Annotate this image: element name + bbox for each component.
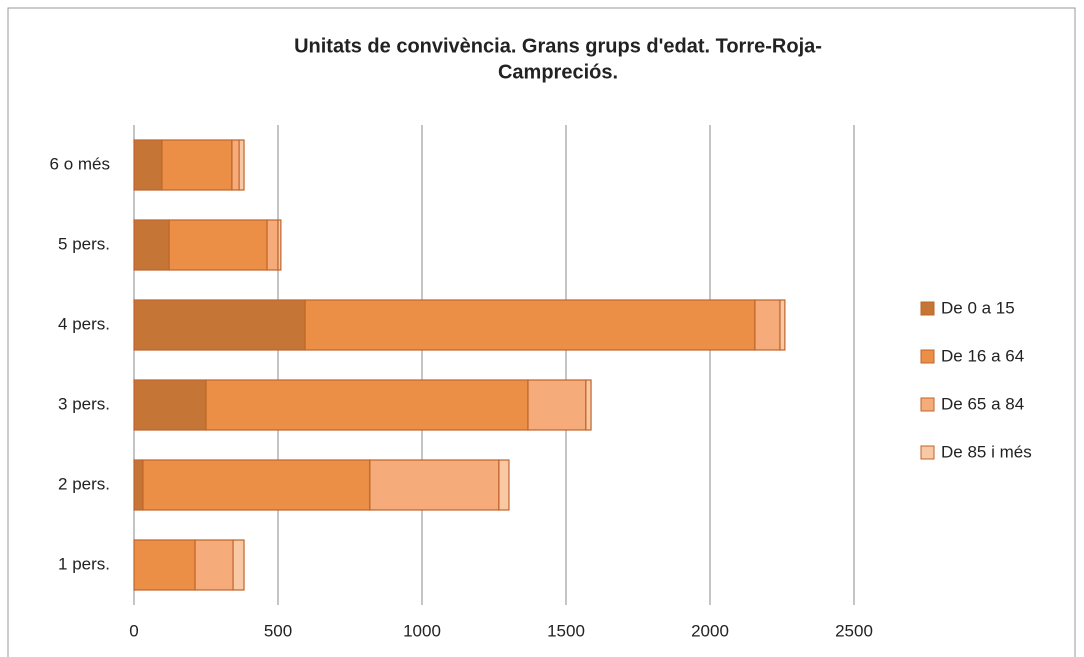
bar-segment: [133, 539, 196, 591]
bar-segment: [142, 459, 371, 511]
bar-segment: [194, 539, 234, 591]
legend-swatch: [920, 301, 935, 316]
bar-segment: [231, 139, 240, 191]
legend-label: De 16 a 64: [941, 346, 1024, 365]
bar-segment: [238, 139, 245, 191]
bar-segment: [161, 139, 233, 191]
bar-segment: [205, 379, 529, 431]
bar-segment: [266, 219, 279, 271]
x-tick-label: 500: [264, 621, 292, 640]
x-tick-label: 1500: [547, 621, 585, 640]
legend-swatch: [920, 397, 935, 412]
chart-title: Campreciós.: [498, 61, 618, 83]
chart-border: [7, 7, 1076, 657]
bar-segment: [232, 539, 245, 591]
y-tick-label: 3 pers.: [58, 394, 110, 413]
x-tick-label: 2500: [835, 621, 873, 640]
bar-segment: [779, 299, 786, 351]
bar-segment: [304, 299, 756, 351]
legend-swatch: [920, 349, 935, 364]
bar-segment: [133, 219, 170, 271]
bar-segment: [133, 139, 163, 191]
bar-segment: [133, 299, 306, 351]
bar-segment: [498, 459, 510, 511]
legend-label: De 65 a 84: [941, 394, 1024, 413]
legend-swatch: [920, 445, 935, 460]
bar-segment: [369, 459, 500, 511]
y-tick-label: 4 pers.: [58, 314, 110, 333]
x-tick-label: 2000: [691, 621, 729, 640]
bar-segment: [133, 459, 144, 511]
chart-title: Unitats de convivència. Grans grups d'ed…: [294, 35, 822, 57]
y-tick-label: 5 pers.: [58, 234, 110, 253]
legend-label: De 85 i més: [941, 442, 1032, 461]
y-tick-label: 1 pers.: [58, 554, 110, 573]
legend-label: De 0 a 15: [941, 298, 1015, 317]
bar-segment: [585, 379, 592, 431]
x-tick-label: 0: [129, 621, 138, 640]
bar-segment: [754, 299, 781, 351]
y-tick-label: 6 o més: [50, 154, 110, 173]
bar-segment: [168, 219, 268, 271]
bar-segment: [277, 219, 282, 271]
y-tick-label: 2 pers.: [58, 474, 110, 493]
bar-segment: [133, 379, 207, 431]
x-tick-label: 1000: [403, 621, 441, 640]
bar-segment: [527, 379, 587, 431]
